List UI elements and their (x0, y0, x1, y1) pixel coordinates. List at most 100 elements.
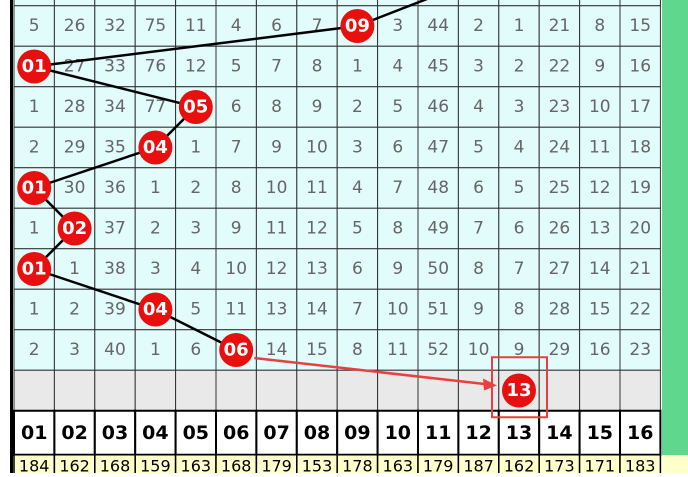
cell-number: 12 (185, 57, 207, 77)
cell-number: 11 (387, 340, 409, 360)
ball (219, 333, 254, 367)
cell-number: 29 (64, 138, 86, 158)
cell (94, 167, 136, 209)
cell (53, 86, 96, 128)
cell (94, 45, 136, 88)
cell-number: 48 (427, 178, 449, 198)
cell-number: 1 (514, 16, 525, 36)
cell-number: 12 (306, 219, 328, 239)
cell-number: 7 (514, 259, 525, 279)
cell-number: 7 (392, 178, 403, 198)
cell-number: 25 (549, 178, 571, 198)
cell (134, 369, 177, 412)
header-label: 03 (102, 422, 128, 444)
left-border (10, 0, 13, 473)
cell-number: 22 (629, 300, 651, 320)
cell-number: 16 (589, 340, 611, 360)
footer-number: 163 (181, 456, 212, 473)
cell (417, 248, 459, 290)
cell-number: 15 (589, 300, 611, 320)
cell-number: 45 (427, 57, 449, 77)
cell-number: 21 (629, 259, 651, 279)
cell-number: 28 (64, 97, 86, 117)
ball-number: 01 (22, 259, 47, 280)
cell-number: 7 (231, 138, 242, 158)
ball-number: 02 (62, 218, 87, 239)
header-label: 11 (425, 422, 451, 444)
footer-cell (619, 454, 662, 477)
ball (17, 252, 52, 286)
cell-number: 40 (104, 340, 126, 360)
cell (579, 86, 621, 128)
cell-number: 5 (392, 97, 403, 117)
cell-number: 8 (352, 340, 363, 360)
cell (53, 126, 96, 169)
footer-number: 162 (59, 456, 90, 473)
cell-number: 9 (594, 57, 605, 77)
cell-number: 4 (190, 259, 201, 279)
cell (94, 329, 136, 371)
cell-number: 6 (190, 340, 201, 360)
cell-number: 14 (306, 300, 328, 320)
cell-number: 8 (271, 97, 282, 117)
cell (296, 288, 338, 331)
cell-number: 2 (69, 300, 80, 320)
cell-number: 1 (190, 138, 201, 158)
header-label: 10 (385, 422, 411, 444)
header-label: 02 (61, 422, 87, 444)
cell (134, 5, 177, 47)
cell-number: 2 (29, 138, 40, 158)
cell-number: 3 (69, 340, 80, 360)
cell-number: 8 (473, 259, 484, 279)
cell (13, 86, 55, 128)
cell-number: 9 (312, 97, 323, 117)
cell (13, 369, 55, 412)
ball (57, 211, 92, 246)
cell-number: 32 (104, 16, 126, 36)
cell-number: 30 (64, 178, 86, 198)
cell-number: 6 (473, 178, 484, 198)
cell-number: 47 (427, 138, 449, 158)
cell (134, 167, 177, 209)
prediction-box (491, 356, 548, 419)
cell (336, 369, 379, 412)
cell (377, 167, 419, 209)
cell (255, 369, 298, 412)
cell (619, 167, 661, 209)
cell (538, 369, 581, 412)
cell (579, 248, 621, 290)
cell-number: 6 (231, 97, 242, 117)
footer-number: 187 (463, 456, 494, 473)
cell (53, 329, 96, 371)
cell-number: 26 (549, 219, 571, 239)
ball-number: 06 (224, 340, 249, 361)
header-label: 14 (546, 422, 572, 444)
cell (538, 207, 581, 250)
cell-number: 14 (266, 340, 288, 360)
cell-number: 8 (514, 300, 525, 320)
cell (13, 329, 55, 371)
cell-number: 2 (514, 57, 525, 77)
cell-number: 16 (629, 57, 651, 77)
cell (296, 0, 338, 7)
cell-number: 7 (312, 16, 323, 36)
cell (94, 369, 136, 412)
cell-number: 2 (29, 340, 40, 360)
ball-number: 01 (22, 178, 47, 199)
header-label: 06 (223, 422, 249, 444)
cell-number: 20 (629, 219, 651, 239)
cell-number: 5 (231, 57, 242, 77)
ball (502, 373, 536, 408)
cell (336, 288, 379, 331)
cell-number: 15 (306, 340, 328, 360)
cell (255, 0, 298, 7)
cell (457, 0, 500, 7)
ball (178, 90, 213, 124)
cell-number: 13 (266, 300, 288, 320)
prediction-arrow (254, 356, 490, 386)
cell-number: 7 (271, 57, 282, 77)
cell-number: 76 (145, 57, 167, 77)
ball (340, 9, 375, 43)
cell (53, 0, 96, 7)
